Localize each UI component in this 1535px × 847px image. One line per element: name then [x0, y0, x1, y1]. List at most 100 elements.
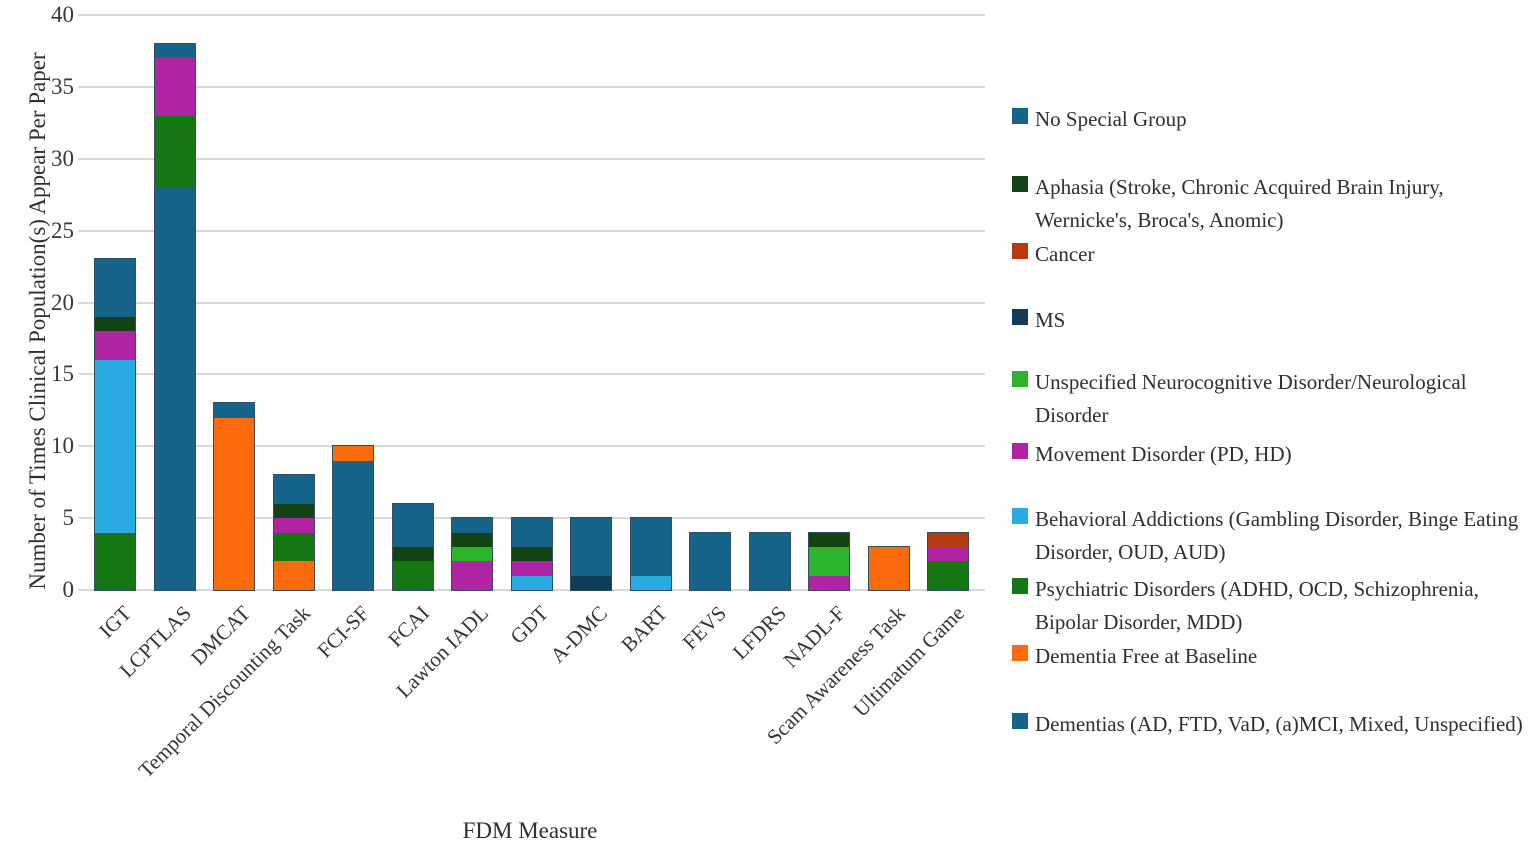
bar-segment	[809, 532, 849, 547]
bar-segment	[154, 43, 195, 59]
bar-segment	[452, 546, 492, 562]
bar-segment	[868, 546, 909, 590]
y-tick-label: 25	[51, 217, 74, 243]
legend-swatch-icon	[1012, 309, 1028, 325]
bar-segment	[452, 518, 492, 533]
gridline-y25	[78, 229, 985, 232]
x-tick-label: BART	[615, 601, 672, 657]
legend-label: Dementia Free at Baseline	[1035, 644, 1258, 668]
legend-label: MS	[1035, 308, 1066, 332]
bar-segment	[511, 561, 552, 576]
bar-segment	[928, 546, 968, 562]
legend-label: Psychiatric Disorders (ADHD, OCD, Schizo…	[1035, 577, 1479, 634]
legend-swatch-icon	[1012, 243, 1028, 259]
bar-segment	[928, 532, 968, 547]
legend-item: Movement Disorder (PD, HD)	[1012, 438, 1292, 471]
x-axis-title: FDM Measure	[462, 818, 598, 843]
bar-segment	[571, 518, 611, 576]
legend-swatch-icon	[1012, 645, 1028, 661]
legend-item: No Special Group	[1012, 103, 1187, 136]
gridline-y0	[78, 589, 985, 591]
bar-segment	[273, 475, 314, 504]
bar-ultimatum-game	[927, 531, 969, 591]
gridline-y15	[78, 373, 985, 376]
bar-segment	[511, 546, 552, 562]
bar-a-dmc	[570, 517, 612, 591]
bar-segment	[95, 532, 135, 590]
legend-swatch-icon	[1012, 371, 1028, 387]
y-axis-title: Number of Times Clinical Population(s) A…	[25, 52, 50, 590]
bar-temporal-discounting-task	[272, 474, 315, 591]
legend-swatch-icon	[1012, 578, 1028, 594]
bar-segment	[95, 316, 135, 332]
legend-swatch-icon	[1012, 508, 1028, 524]
bar-segment	[95, 259, 135, 317]
legend-label: Aphasia (Stroke, Chronic Acquired Brain …	[1035, 175, 1444, 232]
legend-label: Cancer	[1035, 242, 1095, 266]
bar-segment	[154, 115, 195, 188]
y-tick-label: 20	[51, 289, 74, 315]
y-tick-label: 35	[51, 73, 74, 99]
legend-swatch-icon	[1012, 176, 1028, 192]
bar-segment	[214, 417, 254, 590]
bar-scam-awareness-task	[867, 545, 910, 591]
bar-dmcat	[213, 402, 255, 591]
bar-segment	[630, 518, 671, 576]
bar-segment	[392, 561, 433, 590]
bar-segment	[273, 532, 314, 562]
y-tick-label: 40	[51, 2, 74, 27]
legend-item: Cancer	[1012, 238, 1094, 271]
bar-segment	[333, 460, 373, 590]
bar-igt	[94, 258, 136, 591]
y-tick-label: 10	[51, 433, 74, 459]
bar-fcai	[391, 502, 434, 591]
legend-label: Unspecified Neurocognitive Disorder/Neur…	[1035, 370, 1467, 427]
bar-segment	[928, 561, 968, 590]
gridline-y40	[78, 14, 985, 16]
bar-segment	[154, 187, 195, 590]
legend-item: Dementias (AD, FTD, VaD, (a)MCI, Mixed, …	[1012, 708, 1523, 741]
bar-segment	[809, 546, 849, 576]
bar-segment	[95, 331, 135, 360]
legend-label: No Special Group	[1035, 107, 1187, 131]
bar-segment	[571, 575, 611, 590]
bar-segment	[273, 518, 314, 533]
legend-label: Dementias (AD, FTD, VaD, (a)MCI, Mixed, …	[1035, 712, 1523, 736]
bar-segment	[273, 561, 314, 590]
bar-gdt	[510, 517, 553, 591]
x-tick-label: IGT	[94, 601, 136, 643]
y-tick-label: 5	[62, 505, 75, 531]
bar-segment	[690, 532, 730, 590]
legend-label: Behavioral Addictions (Gambling Disorder…	[1035, 507, 1519, 564]
legend-item: Unspecified Neurocognitive Disorder/Neur…	[1012, 366, 1527, 432]
bar-lfdrs	[748, 531, 791, 591]
gridline-y35	[78, 85, 985, 88]
bar-segment	[630, 575, 671, 590]
gridline-y10	[78, 445, 985, 448]
bar-fevs	[689, 531, 731, 591]
legend-item: MS	[1012, 304, 1065, 337]
bar-segment	[392, 503, 433, 547]
y-tick-label: 15	[51, 361, 74, 387]
legend-swatch-icon	[1012, 443, 1028, 459]
bar-fci-sf	[332, 445, 374, 591]
legend-swatch-icon	[1012, 713, 1028, 729]
x-tick-label: FCI-SF	[312, 601, 374, 663]
gridline-y30	[78, 157, 985, 160]
bar-segment	[511, 518, 552, 547]
bar-segment	[333, 446, 373, 461]
legend-item: Dementia Free at Baseline	[1012, 640, 1257, 673]
bar-segment	[749, 532, 790, 590]
legend-item: Behavioral Addictions (Gambling Disorder…	[1012, 503, 1527, 569]
x-tick-label: FEVS	[677, 601, 731, 655]
bar-segment	[809, 575, 849, 590]
bar-segment	[214, 403, 254, 418]
legend-swatch-icon	[1012, 108, 1028, 124]
legend-label: Movement Disorder (PD, HD)	[1035, 442, 1292, 466]
bar-segment	[154, 58, 195, 116]
bar-segment	[452, 561, 492, 590]
x-tick-label: FCAI	[382, 601, 434, 652]
bar-lawton-iadl	[451, 517, 493, 591]
bar-lcptlas	[153, 42, 196, 591]
